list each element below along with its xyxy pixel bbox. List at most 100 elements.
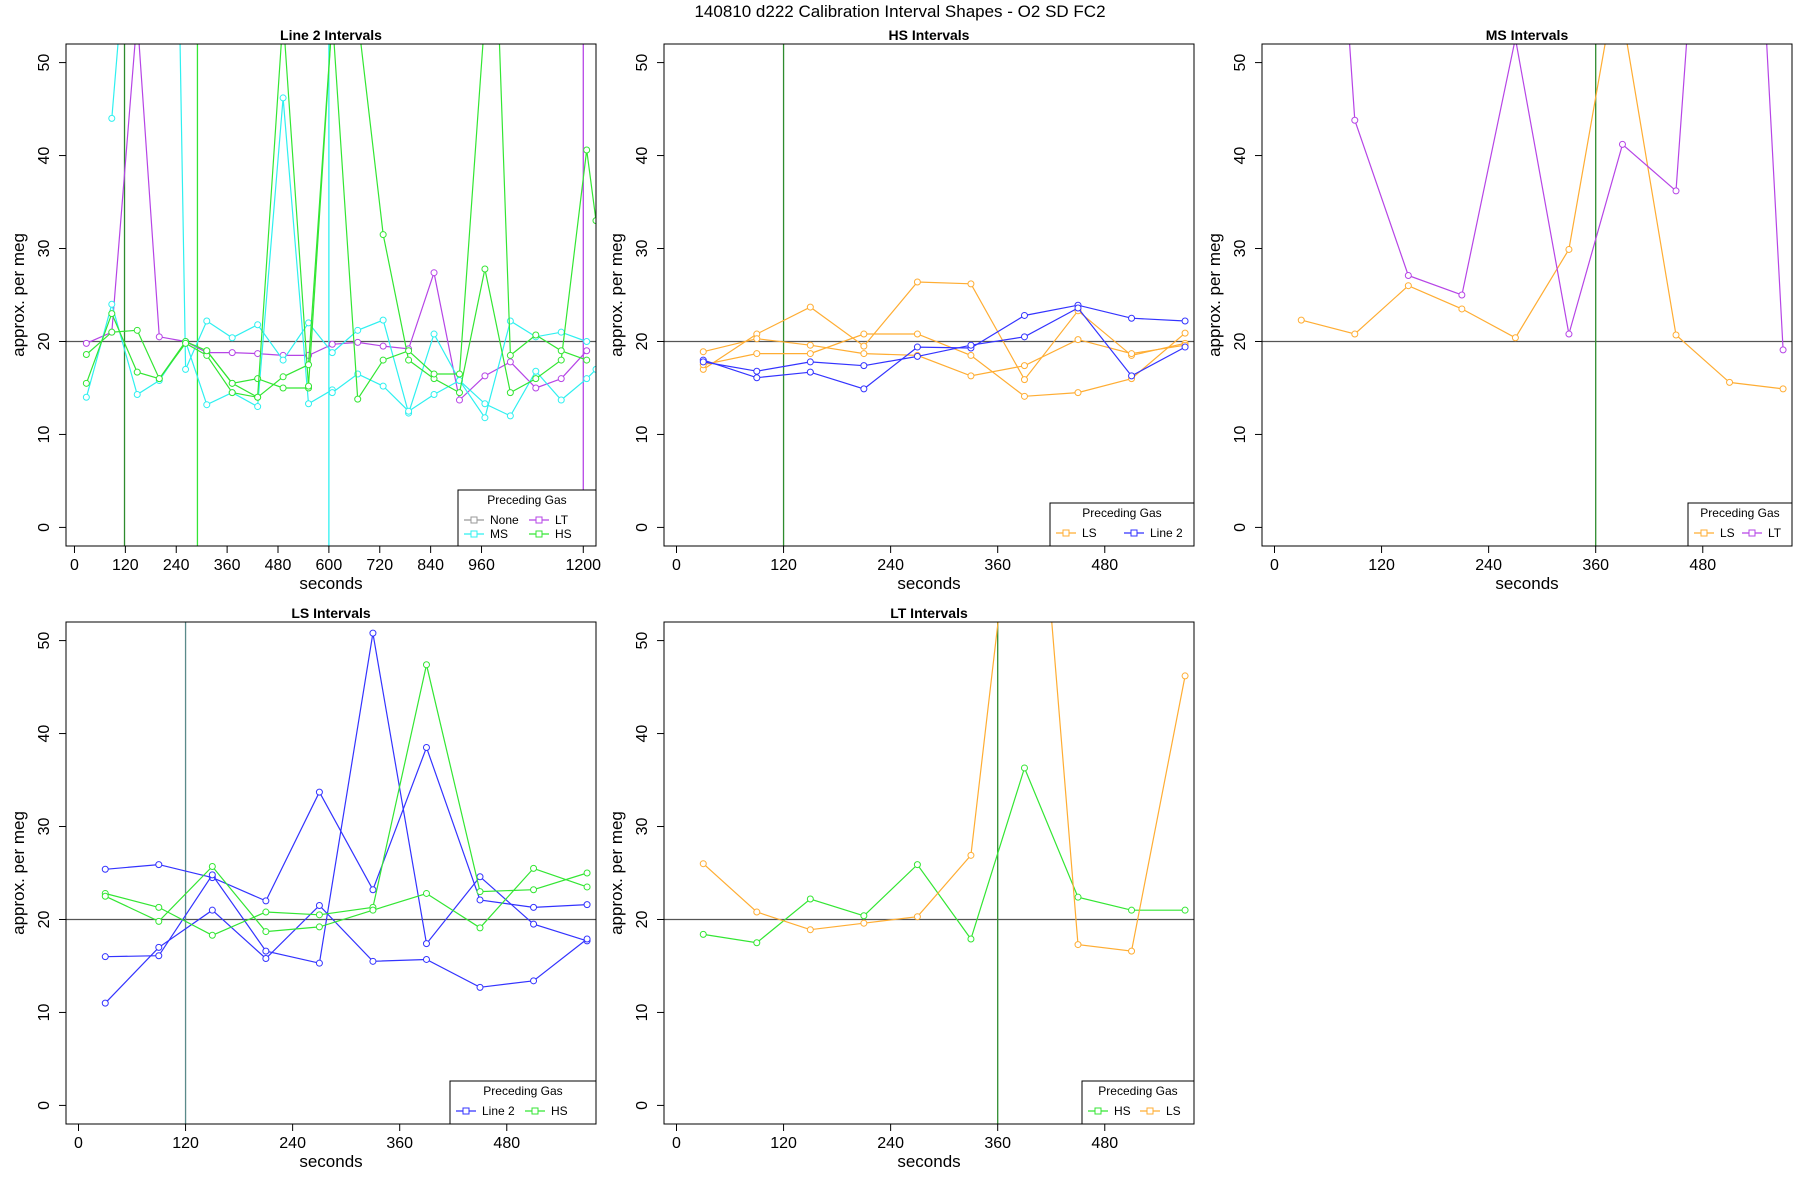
main-title: 140810 d222 Calibration Interval Shapes … bbox=[694, 2, 1105, 21]
chart-panel-4: LS Intervals 0 120 240 360 480 seconds 0 10 20 30 4… bbox=[9, 605, 597, 1171]
chart-panel-3: MS Intervals 0 120 240 360 480 seconds 0 10 20 30 4… bbox=[1205, 27, 1793, 593]
x-tick-label: 240 bbox=[877, 557, 904, 574]
x-tick-label: 480 bbox=[1091, 1135, 1118, 1152]
data-point bbox=[369, 886, 377, 894]
plot-frame bbox=[663, 43, 1195, 547]
y-tick-label: 0 bbox=[1232, 523, 1249, 532]
data-point bbox=[1779, 385, 1787, 393]
x-axis-label: seconds bbox=[1495, 574, 1558, 593]
data-point bbox=[305, 400, 313, 408]
data-point bbox=[430, 269, 438, 277]
data-point bbox=[1618, 140, 1626, 148]
data-point bbox=[315, 959, 323, 967]
data-point bbox=[1020, 311, 1028, 319]
series-line bbox=[703, 332, 1186, 397]
x-tick-label: 360 bbox=[386, 1135, 413, 1152]
x-tick-label: 1200 bbox=[565, 557, 601, 574]
plot-area bbox=[664, 44, 1194, 546]
series-line-2 bbox=[101, 629, 591, 967]
series-ls bbox=[699, 278, 1189, 384]
y-tick-label: 10 bbox=[634, 1003, 651, 1021]
data-point bbox=[1181, 329, 1189, 337]
legend: Preceding Gas HS LS bbox=[1081, 1080, 1195, 1125]
legend-entry-line-2: Line 2 bbox=[456, 1104, 515, 1118]
plot-area bbox=[66, 622, 596, 1124]
data-point bbox=[1128, 947, 1136, 955]
data-point bbox=[699, 358, 707, 366]
series-hs bbox=[203, 44, 591, 403]
y-tick-label: 30 bbox=[36, 818, 53, 836]
series-line bbox=[85, 97, 333, 408]
data-point bbox=[254, 403, 262, 411]
legend-label: LS bbox=[1720, 526, 1735, 540]
data-point bbox=[530, 903, 538, 911]
y-tick-label: 50 bbox=[634, 632, 651, 650]
data-point bbox=[506, 412, 514, 420]
data-point bbox=[530, 920, 538, 928]
data-point bbox=[328, 389, 336, 397]
x-axis-label: seconds bbox=[299, 574, 362, 593]
data-point bbox=[1074, 304, 1082, 312]
data-point bbox=[1074, 893, 1082, 901]
x-tick-label: 600 bbox=[316, 557, 343, 574]
data-point bbox=[1511, 334, 1519, 342]
data-point bbox=[1726, 378, 1734, 386]
x-tick-label: 120 bbox=[1368, 557, 1395, 574]
data-point bbox=[155, 952, 163, 960]
x-tick-label: 0 bbox=[1270, 557, 1279, 574]
data-point bbox=[1128, 314, 1136, 322]
legend-entry-none: None bbox=[464, 513, 519, 527]
y-tick-label: 50 bbox=[36, 632, 53, 650]
series-line bbox=[703, 304, 1186, 390]
data-point bbox=[583, 935, 591, 943]
data-point bbox=[208, 906, 216, 914]
data-point bbox=[182, 365, 190, 373]
x-tick-label: 120 bbox=[770, 557, 797, 574]
data-point bbox=[305, 382, 313, 390]
data-point bbox=[753, 367, 761, 375]
y-tick-label: 10 bbox=[634, 425, 651, 443]
legend-entry-lt: LT bbox=[1742, 526, 1782, 540]
data-point bbox=[305, 361, 313, 369]
legend-box bbox=[1081, 1080, 1195, 1125]
legend-swatch bbox=[1748, 529, 1756, 537]
data-point bbox=[228, 349, 236, 357]
legend-box bbox=[1049, 502, 1195, 547]
legend: Preceding Gas Line 2 HS bbox=[449, 1080, 597, 1125]
y-axis: 0 10 20 30 40 50 approx. per meg bbox=[607, 54, 665, 532]
y-tick-label: 20 bbox=[634, 910, 651, 928]
x-tick-label: 0 bbox=[672, 1135, 681, 1152]
data-point bbox=[967, 935, 975, 943]
x-tick-label: 960 bbox=[468, 557, 495, 574]
y-axis: 0 10 20 30 40 50 approx. per meg bbox=[607, 632, 665, 1110]
legend-entry-ms: MS bbox=[464, 527, 508, 541]
y-tick-label: 10 bbox=[36, 425, 53, 443]
data-point bbox=[481, 400, 489, 408]
legend-entry-ls: LS bbox=[1694, 526, 1735, 540]
data-point bbox=[583, 869, 591, 877]
legend-swatch bbox=[470, 530, 478, 538]
series-line-2 bbox=[101, 902, 591, 1007]
data-point bbox=[228, 379, 236, 387]
series-line bbox=[703, 338, 1186, 377]
data-point bbox=[262, 928, 270, 936]
legend-label: LT bbox=[1768, 526, 1782, 540]
data-point bbox=[1297, 316, 1305, 324]
data-point bbox=[753, 374, 761, 382]
y-tick-label: 50 bbox=[634, 54, 651, 72]
x-tick-label: 120 bbox=[172, 1135, 199, 1152]
legend-label: Line 2 bbox=[482, 1104, 515, 1118]
x-tick-label: 720 bbox=[366, 557, 393, 574]
legend-swatch bbox=[531, 1107, 539, 1115]
data-point bbox=[1020, 392, 1028, 400]
chart-panel-1: Line 2 Intervals 0 120 240 360 480 600 720 840 96… bbox=[9, 27, 601, 593]
series-line bbox=[703, 307, 1186, 377]
x-axis: 0 120 240 360 480 seconds bbox=[1270, 545, 1716, 593]
data-point bbox=[1181, 343, 1189, 351]
legend-swatch bbox=[535, 516, 543, 524]
data-point bbox=[592, 365, 596, 373]
series-ms bbox=[108, 44, 119, 122]
data-point bbox=[806, 368, 814, 376]
data-point bbox=[699, 348, 707, 356]
x-tick-label: 240 bbox=[279, 1135, 306, 1152]
